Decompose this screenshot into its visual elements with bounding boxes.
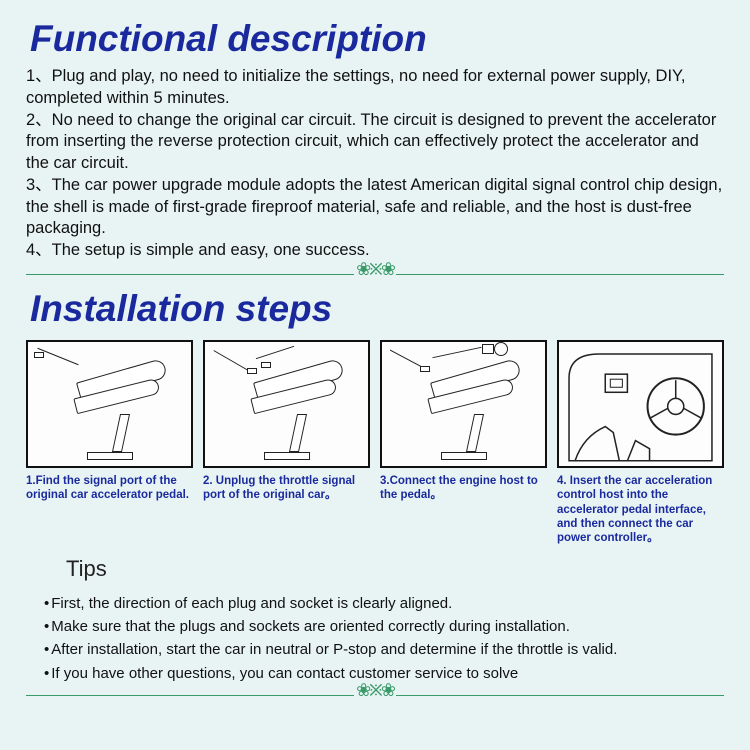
step-4-illustration [557, 340, 724, 468]
installation-steps-row: 1.Find the signal port of the original c… [26, 340, 724, 546]
step-3-caption: 3.Connect the engine host to the pedal。 [380, 474, 547, 503]
tip-1: First, the direction of each plug and so… [44, 592, 724, 615]
step-1-caption: 1.Find the signal port of the original c… [26, 474, 193, 503]
step-1: 1.Find the signal port of the original c… [26, 340, 193, 546]
tip-2: Make sure that the plugs and sockets are… [44, 615, 724, 638]
tip-3: After installation, start the car in neu… [44, 638, 724, 661]
step-2: 2. Unplug the throttle signal port of th… [203, 340, 370, 546]
step-3-illustration [380, 340, 547, 468]
step-4: 4. Insert the car acceleration control h… [557, 340, 724, 546]
divider-ornament-1: ❀྿❀ [26, 266, 724, 284]
desc-item-1: 1、Plug and play, no need to initialize t… [26, 66, 724, 110]
car-interior-icon [565, 348, 716, 465]
ornament-icon: ❀྿❀ [354, 250, 396, 300]
step-1-illustration [26, 340, 193, 468]
functional-description-list: 1、Plug and play, no need to initialize t… [26, 66, 724, 262]
divider-ornament-2: ❀྿❀ [26, 687, 724, 705]
step-2-caption: 2. Unplug the throttle signal port of th… [203, 474, 370, 503]
desc-item-3: 3、The car power upgrade module adopts th… [26, 175, 724, 240]
step-2-illustration [203, 340, 370, 468]
tips-heading: Tips [66, 556, 724, 582]
heading-functional-description: Functional description [30, 18, 724, 60]
ornament-icon: ❀྿❀ [354, 671, 396, 721]
desc-item-2: 2、No need to change the original car cir… [26, 110, 724, 175]
step-4-caption: 4. Insert the car acceleration control h… [557, 474, 724, 546]
step-3: 3.Connect the engine host to the pedal。 [380, 340, 547, 546]
